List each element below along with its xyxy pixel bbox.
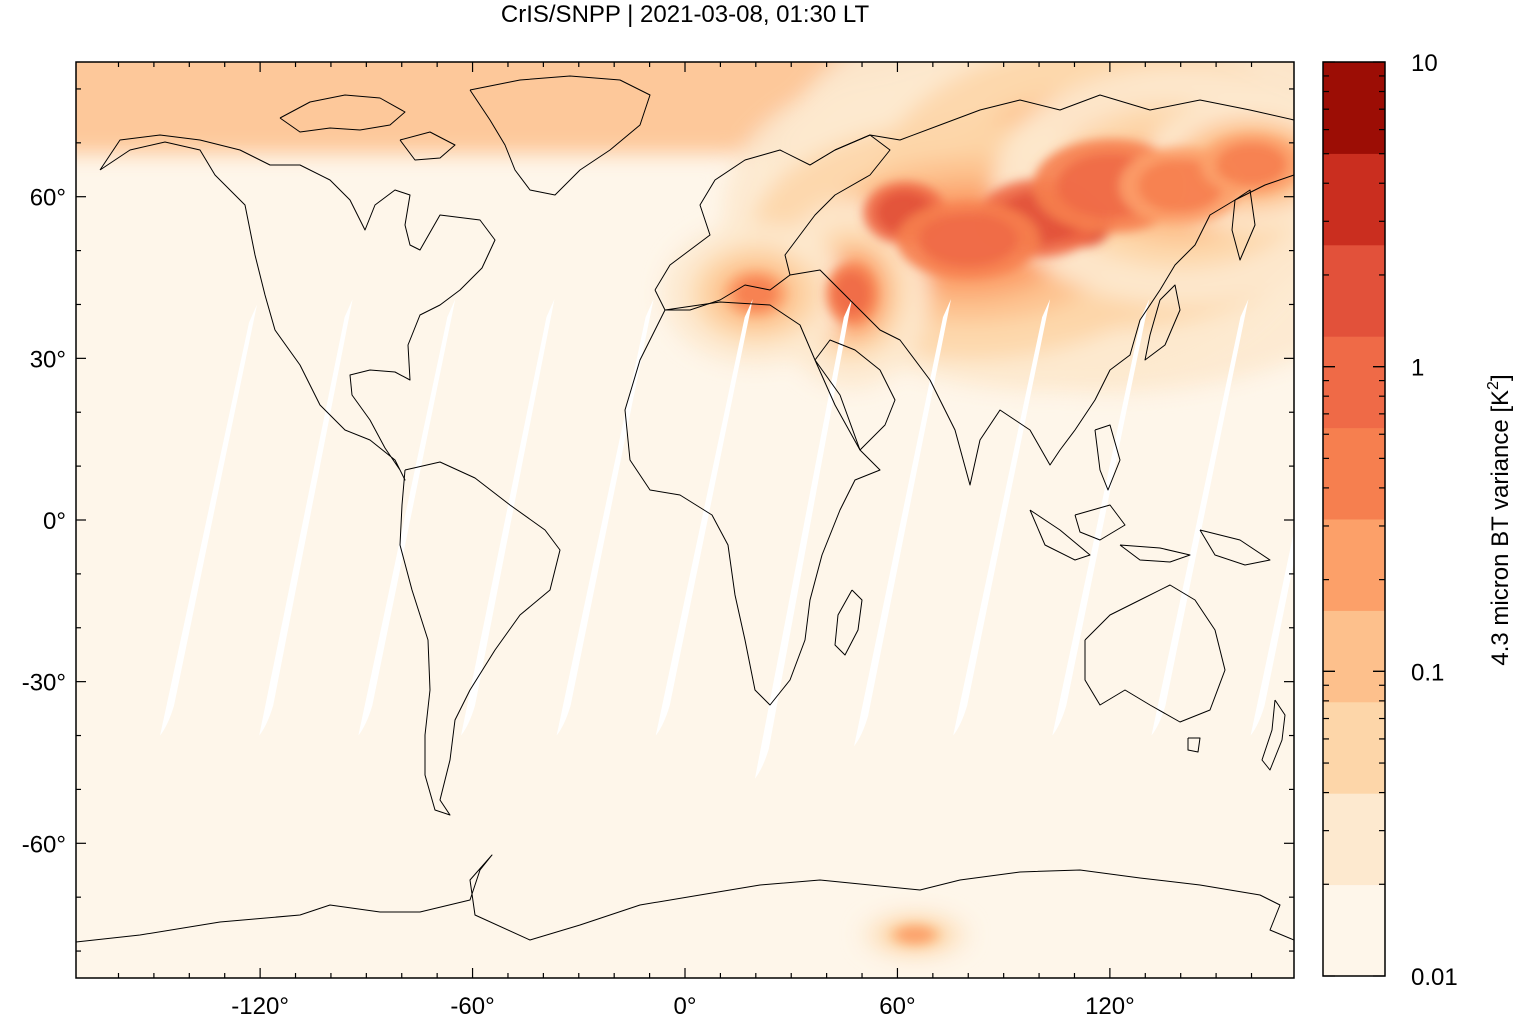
coastline-north-america <box>99 134 496 481</box>
x-tick-label: 0° <box>674 993 697 1020</box>
hotspot-5 <box>918 212 1018 267</box>
coastline-greenland <box>469 75 651 196</box>
swath-gap-3 <box>461 299 555 736</box>
swath-gap-5 <box>655 299 753 736</box>
hotspot-9 <box>1216 142 1287 186</box>
hotspot-7 <box>734 277 778 310</box>
colorbar-level <box>1323 427 1385 520</box>
swath-gap-0 <box>160 304 258 736</box>
colorbar-level <box>1323 336 1385 429</box>
swath-gap-2 <box>358 299 456 736</box>
colorbar-tick-label: 0.01 <box>1411 964 1458 991</box>
x-tick-label: -120° <box>231 993 289 1020</box>
coastline-new-zealand <box>1261 699 1286 771</box>
coastline-japan <box>1144 284 1181 361</box>
swath-gap-4 <box>556 299 654 736</box>
x-tick-label: -60° <box>450 993 494 1020</box>
colorbar-level <box>1323 793 1385 886</box>
colorbar-level <box>1323 244 1385 337</box>
x-axis: -120° -60° 0° 60° 120° <box>117 62 1253 1020</box>
y-tick-label: -30° <box>22 670 66 697</box>
swath-gap-7 <box>854 299 952 747</box>
coastline-arabia <box>814 339 896 451</box>
colorbar-tick-label: 0.1 <box>1411 659 1444 686</box>
colorbar-level <box>1323 62 1385 154</box>
coastline-australia <box>1084 584 1226 723</box>
coastline-tasmania <box>1187 737 1201 753</box>
colorbar-level <box>1323 153 1385 246</box>
swath-gap-6 <box>754 299 852 779</box>
hotspot-6 <box>833 272 870 316</box>
chart-title: CrIS/SNPP | 2021-03-08, 01:30 LT <box>501 1 870 28</box>
y-tick-label: 0° <box>43 508 66 535</box>
colorbar-level <box>1323 884 1385 977</box>
swath-gap-8 <box>953 299 1051 736</box>
colorbar-tick-label: 1 <box>1411 355 1424 382</box>
coastline-asia <box>789 94 1294 486</box>
swath-gap-1 <box>259 299 353 736</box>
swath-gap-10 <box>1151 299 1249 736</box>
coastline-south-america <box>399 461 561 816</box>
colorbar-ticks: 10 1 0.1 0.01 <box>1323 50 1458 991</box>
y-tick-label: 60° <box>30 185 66 212</box>
x-tick-label: 60° <box>879 993 915 1020</box>
colorbar-label: 4.3 micron BT variance [K2] <box>1485 374 1514 665</box>
coastline-antarctica <box>76 854 1294 943</box>
colorbar: 10 1 0.1 0.01 4.3 micron BT variance [K2] <box>1322 50 1514 991</box>
coastline-arctic-islands <box>279 94 456 161</box>
colorbar-level <box>1323 610 1385 703</box>
colorbar-level <box>1323 519 1385 611</box>
coastline-madagascar <box>834 589 863 656</box>
colorbar-tick-label: 10 <box>1411 50 1438 77</box>
coastline-europe <box>654 134 891 311</box>
colorbar-label-text: 4.3 micron BT variance [K <box>1487 390 1514 666</box>
y-tick-label: -60° <box>22 831 66 858</box>
y-tick-label: 30° <box>30 346 66 373</box>
colorbar-label-superscript: 2 <box>1485 381 1502 390</box>
colorbar-frame <box>1322 61 1386 977</box>
coastlines <box>76 75 1294 943</box>
coastline-kamchatka <box>1231 189 1256 261</box>
colorbar-label-close: ] <box>1487 374 1514 381</box>
map-panel: -120° -60° 0° 60° 120° 60° 30° 0° -30° -60° <box>22 61 1295 1020</box>
swath-gaps <box>160 299 1294 779</box>
colorbar-level <box>1323 701 1385 794</box>
colorbar-levels <box>1323 62 1385 977</box>
coastline-maritime-continent <box>1029 424 1271 566</box>
variance-field-core <box>725 133 1294 947</box>
x-tick-label: 120° <box>1085 993 1135 1020</box>
swath-gap-9 <box>1052 299 1150 736</box>
y-axis: 60° 30° 0° -30° -60° <box>22 88 1294 952</box>
hotspot-10 <box>897 926 933 943</box>
coastline-africa <box>624 301 881 706</box>
